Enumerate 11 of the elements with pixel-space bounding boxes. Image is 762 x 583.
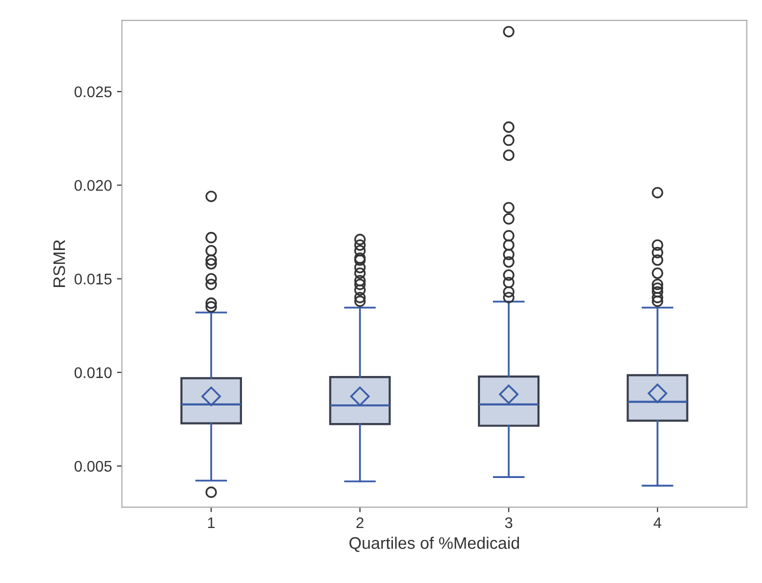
x-tick-label: 1 [208,517,215,528]
x-tick-label: 2 [356,517,364,528]
y-tick-label: 0.025 [74,86,112,98]
x-tick-label: 3 [505,517,512,528]
x-axis-title: Quartiles of %Medicaid [349,536,519,552]
y-tick-label: 0.010 [74,367,112,378]
y-axis-title: RSMR [53,240,66,287]
y-tick-label: 0.020 [74,180,112,191]
x-tick-label: 4 [654,517,662,528]
y-tick-label: 0.005 [74,460,112,472]
y-tick-label: 0.015 [74,274,112,284]
